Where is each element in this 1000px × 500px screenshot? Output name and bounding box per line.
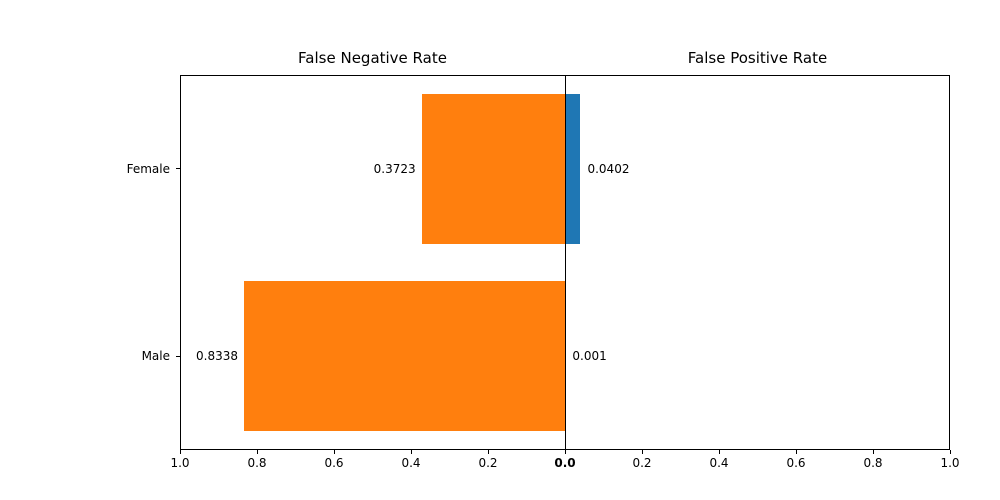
bar-value-label: 0.0402 (587, 161, 630, 176)
x-tick-mark (642, 450, 643, 454)
left-subplot-title: False Negative Rate (298, 49, 447, 67)
fnr-bar-female (421, 93, 565, 244)
x-tick-mark (488, 450, 489, 454)
bar-value-label: 0.3723 (373, 161, 416, 176)
x-tick-mark (796, 450, 797, 454)
bar-value-label: 0.001 (572, 349, 607, 364)
right-subplot-title: False Positive Rate (687, 49, 828, 67)
x-tick-mark (334, 450, 335, 454)
x-tick-mark (950, 450, 951, 454)
category-tick-mark (176, 355, 180, 357)
x-tick-mark (257, 450, 258, 454)
x-tick-label: 0.2 (478, 456, 498, 470)
x-tick-label: 0.4 (709, 456, 729, 470)
fpr-bar-female (565, 93, 581, 244)
x-tick-label: 0.6 (324, 456, 344, 470)
category-label: Female (126, 161, 170, 176)
fnr-bar-male (243, 281, 565, 432)
bar-value-label: 0.8338 (196, 349, 238, 364)
x-tick-label: 0.8 (247, 456, 267, 470)
x-tick-mark (565, 450, 566, 454)
category-label: Male (141, 349, 170, 364)
x-tick-label: 0.6 (786, 456, 806, 470)
x-tick-mark (411, 450, 412, 454)
center-axis-spine (565, 75, 566, 450)
x-tick-label: 0.0 (554, 456, 576, 470)
category-tick-mark (176, 168, 180, 170)
x-tick-label: 0.2 (632, 456, 652, 470)
x-tick-label: 1.0 (170, 456, 190, 470)
x-tick-mark (719, 450, 720, 454)
x-tick-label: 0.8 (863, 456, 883, 470)
x-tick-mark (873, 450, 874, 454)
x-tick-label: 1.0 (940, 456, 960, 470)
x-tick-label: 0.4 (401, 456, 421, 470)
x-tick-mark (180, 450, 181, 454)
plot-area-border (180, 75, 950, 450)
